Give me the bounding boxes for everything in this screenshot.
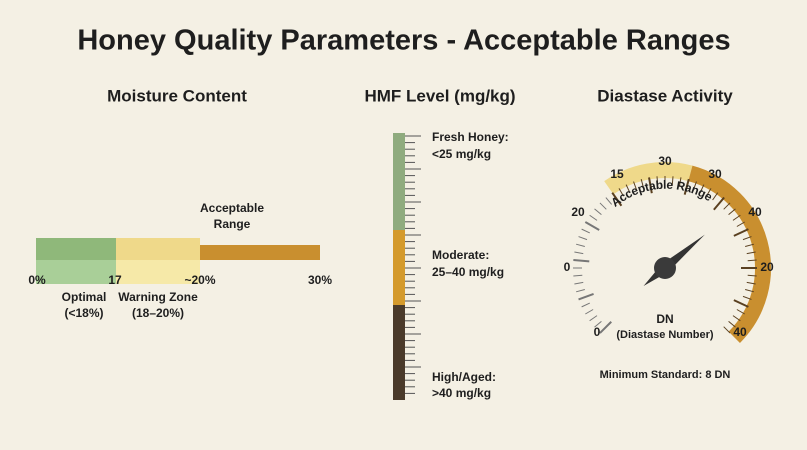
- gauge-tick: [699, 184, 705, 193]
- needle-hub: [654, 257, 676, 279]
- gauge-tick: [594, 208, 602, 216]
- gauge-tick: [713, 196, 725, 211]
- gauge-tick: [589, 214, 598, 221]
- gauge: [573, 162, 771, 343]
- gauge-tick: [706, 188, 712, 197]
- gauge-tick: [732, 315, 741, 322]
- panel-title: HMF Level (mg/kg): [364, 86, 515, 105]
- gauge-tick: [723, 326, 731, 334]
- high-bar: [200, 245, 320, 260]
- zone-label: Warning Zone: [118, 290, 198, 304]
- gauge-tick: [578, 293, 594, 301]
- gauge-tick: [594, 320, 602, 328]
- unit: DN: [656, 312, 673, 326]
- zone-range: <25 mg/kg: [432, 147, 491, 161]
- gauge-tick: [671, 176, 674, 186]
- gauge-tick: [618, 188, 624, 197]
- gauge-tick: [585, 309, 594, 315]
- gauge-tick: [712, 192, 719, 201]
- gauge-tick: [745, 243, 754, 248]
- gauge-tick: [733, 299, 749, 308]
- gauge-tick: [746, 251, 756, 255]
- zone-label: Moderate:: [432, 248, 489, 262]
- gauge-tick: [581, 302, 590, 308]
- unit-full: (Diastase Number): [616, 329, 714, 341]
- gauge-tick: [573, 258, 590, 263]
- gauge-tick: [747, 259, 757, 262]
- zone-sublabel: (18–20%): [132, 306, 184, 320]
- gauge-tick: [728, 320, 736, 328]
- gauge-tick: [747, 274, 757, 277]
- gauge-tick: [633, 181, 638, 191]
- gauge-tick: [573, 274, 583, 277]
- scale-label: 17: [108, 273, 122, 287]
- scale-label: 20: [760, 260, 774, 274]
- gauge-tick: [589, 315, 598, 322]
- scale-label: 30%: [308, 273, 332, 287]
- gauge-tick: [736, 309, 745, 315]
- gauge-tick: [742, 236, 752, 241]
- panel-title: Diastase Activity: [597, 86, 733, 105]
- gauge-tick: [599, 202, 607, 210]
- gauge-tick: [678, 177, 682, 187]
- zone-range: >40 mg/kg: [432, 386, 491, 400]
- gauge-tick: [578, 236, 588, 241]
- gauge-tick: [605, 197, 613, 205]
- scale-label: 0: [564, 260, 571, 274]
- scale-label: 20: [571, 205, 585, 219]
- scale-label: 30: [708, 167, 722, 181]
- zone-sublabel: (<18%): [64, 306, 103, 320]
- gauge-tick: [576, 288, 585, 293]
- gauge-tick: [584, 221, 600, 231]
- zone-label: High/Aged:: [432, 370, 496, 384]
- scale-label: 30: [658, 154, 672, 168]
- warning-bar: [116, 238, 200, 260]
- scale-label: 40: [748, 205, 762, 219]
- gauge-tick: [611, 192, 623, 207]
- panel-title: Moisture Content: [107, 86, 247, 105]
- gauge-tick: [692, 181, 697, 191]
- zone-label: Optimal: [62, 290, 107, 304]
- ruler-ticks: [405, 135, 421, 394]
- gauge-tick: [648, 177, 653, 194]
- gauge-tick: [656, 176, 659, 186]
- gauge-tick: [742, 295, 752, 300]
- yellow-band: [604, 162, 693, 195]
- orange-band: [688, 165, 771, 343]
- scale-label: 40: [733, 325, 747, 339]
- moderate-segment: [393, 230, 405, 305]
- annotation: Range: [214, 217, 251, 231]
- zone-range: 25–40 mg/kg: [432, 265, 504, 279]
- optimal-bar: [36, 238, 116, 260]
- aged-segment: [393, 305, 405, 400]
- gauge-tick: [736, 221, 745, 227]
- zone-label: Fresh Honey:: [432, 130, 509, 144]
- scale-label: 0%: [28, 273, 46, 287]
- gauge-tick: [599, 321, 612, 334]
- gauge-tick: [683, 178, 690, 195]
- scale-label: ~20%: [184, 273, 215, 287]
- scale-label: 0: [594, 325, 601, 339]
- gauge-tick: [733, 228, 749, 237]
- fresh-segment: [393, 133, 405, 230]
- gauge-tick: [574, 251, 584, 255]
- footnote: Minimum Standard: 8 DN: [600, 369, 731, 381]
- gauge-tick: [728, 208, 736, 216]
- gauge-tick: [723, 202, 731, 210]
- gauge-tick: [640, 179, 645, 188]
- gauge-tick: [576, 243, 585, 248]
- annotation: Acceptable: [200, 201, 264, 215]
- gauge-tick: [746, 281, 756, 285]
- gauge-tick: [574, 281, 584, 285]
- gauge-tick: [625, 184, 631, 193]
- gauge-tick: [581, 228, 590, 234]
- title: Honey Quality Parameters - Acceptable Ra…: [77, 25, 730, 57]
- gauge-tick: [745, 288, 754, 293]
- gauge-tick: [732, 214, 741, 221]
- scale-label: 15: [610, 167, 624, 181]
